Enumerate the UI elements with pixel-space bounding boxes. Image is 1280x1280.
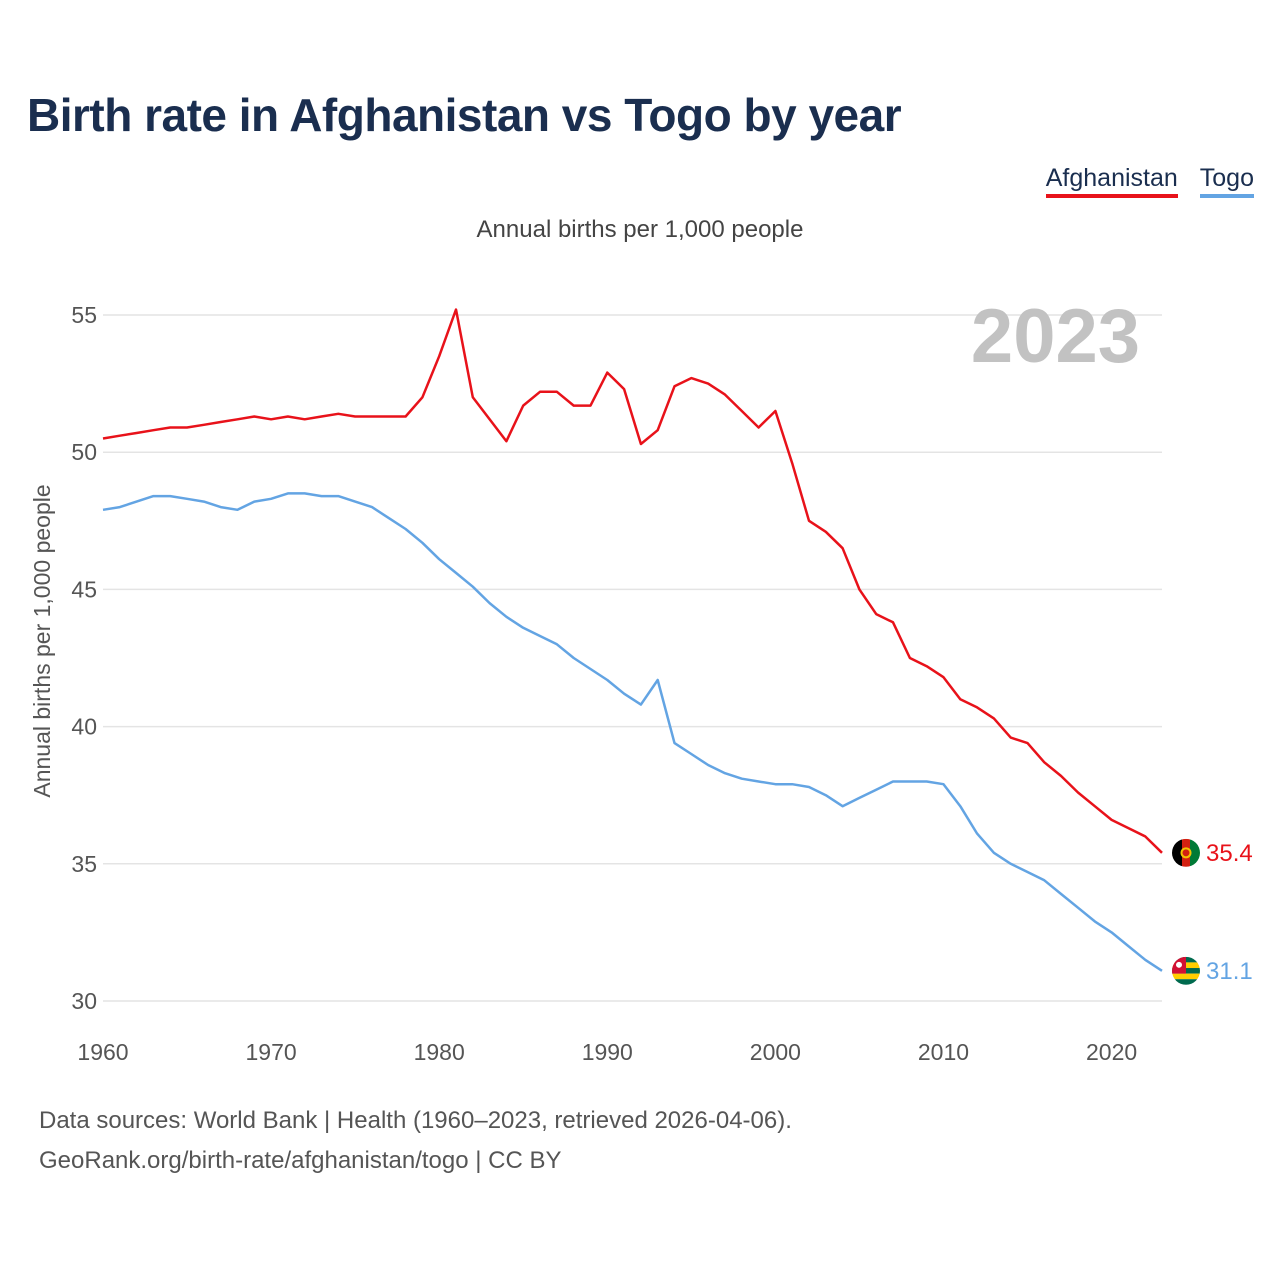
chart-title: Birth rate in Afghanistan vs Togo by yea… [27,89,902,141]
x-tick-label: 1970 [246,1039,297,1065]
legend-item-afghanistan[interactable]: Afghanistan [1045,164,1178,198]
x-tick-label: 2010 [918,1039,969,1065]
series-line-togo [102,492,1163,972]
flag-icon-afghanistan [1172,838,1200,867]
y-tick-label: 45 [71,576,97,602]
x-tick-label: 2020 [1086,1039,1137,1065]
year-label: 2023 [971,294,1140,379]
y-tick-label: 35 [71,851,97,877]
legend: Afghanistan Togo [1045,164,1254,198]
footer-attribution: GeoRank.org/birth-rate/afghanistan/togo … [39,1147,562,1174]
legend-item-togo[interactable]: Togo [1199,164,1254,198]
footer-sources: Data sources: World Bank | Health (1960–… [39,1107,792,1134]
flag-icon-togo [1172,956,1200,985]
y-tick-label: 30 [71,988,97,1014]
chart-subtitle: Annual births per 1,000 people [476,216,804,243]
series-line-afghanistan [102,308,1163,854]
end-value-label-togo: 31.1 [1206,958,1253,985]
end-value-label-afghanistan: 35.4 [1206,840,1253,867]
x-tick-label: 1990 [582,1039,633,1065]
x-tick-label: 1980 [414,1039,465,1065]
x-tick-label: 1960 [77,1039,128,1065]
y-tick-label: 40 [71,714,97,740]
y-tick-label: 55 [71,302,97,328]
y-tick-label: 50 [71,439,97,465]
y-axis-label: Annual births per 1,000 people [29,484,55,797]
x-tick-label: 2000 [750,1039,801,1065]
